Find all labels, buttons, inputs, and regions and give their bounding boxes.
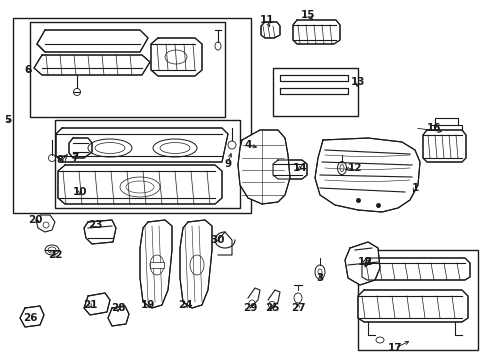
Bar [272, 68, 357, 116]
Text: 18: 18 [357, 257, 371, 267]
Text: 29: 29 [243, 303, 257, 313]
Polygon shape [37, 30, 148, 52]
Text: 11: 11 [259, 15, 274, 25]
Polygon shape [20, 306, 44, 327]
Text: 7: 7 [71, 153, 79, 163]
Bar [150, 262, 163, 268]
Text: 28: 28 [110, 303, 125, 313]
Text: 23: 23 [87, 220, 102, 230]
Text: 26: 26 [23, 313, 37, 323]
Polygon shape [238, 130, 289, 204]
Text: 19: 19 [141, 300, 155, 310]
Polygon shape [357, 290, 467, 322]
Bar [30, 22, 224, 117]
Text: 2: 2 [364, 257, 371, 267]
Text: 20: 20 [28, 215, 42, 225]
Text: 14: 14 [292, 163, 306, 173]
Text: 15: 15 [300, 10, 315, 20]
Polygon shape [180, 220, 212, 308]
Text: 17: 17 [387, 343, 402, 353]
Polygon shape [56, 128, 227, 162]
Bar [357, 250, 477, 350]
Polygon shape [84, 293, 110, 315]
Text: 30: 30 [210, 235, 225, 245]
Text: 22: 22 [48, 250, 62, 260]
Text: 13: 13 [350, 77, 365, 87]
Text: 4: 4 [244, 140, 251, 150]
Bar [13, 18, 250, 213]
Bar [55, 120, 240, 208]
Polygon shape [69, 138, 92, 158]
Polygon shape [280, 75, 347, 81]
Polygon shape [345, 242, 379, 285]
Text: 1: 1 [410, 183, 418, 193]
Text: 6: 6 [24, 65, 32, 75]
Polygon shape [422, 130, 465, 162]
Polygon shape [280, 88, 347, 94]
Polygon shape [151, 38, 202, 76]
Text: 21: 21 [82, 300, 97, 310]
Polygon shape [292, 20, 339, 44]
Text: 5: 5 [4, 115, 12, 125]
Polygon shape [314, 138, 419, 212]
Text: 16: 16 [426, 123, 440, 133]
Polygon shape [58, 165, 222, 204]
Text: 3: 3 [316, 273, 323, 283]
Polygon shape [84, 220, 116, 244]
Polygon shape [361, 258, 469, 280]
Text: 24: 24 [177, 300, 192, 310]
Text: 27: 27 [290, 303, 305, 313]
Polygon shape [108, 306, 129, 326]
Polygon shape [272, 160, 306, 179]
Text: 9: 9 [224, 159, 231, 169]
Polygon shape [34, 55, 150, 75]
Polygon shape [261, 22, 280, 38]
Text: 25: 25 [264, 303, 279, 313]
Text: 12: 12 [347, 163, 362, 173]
Text: 10: 10 [73, 187, 87, 197]
Polygon shape [140, 220, 172, 308]
Text: 8: 8 [56, 155, 63, 165]
